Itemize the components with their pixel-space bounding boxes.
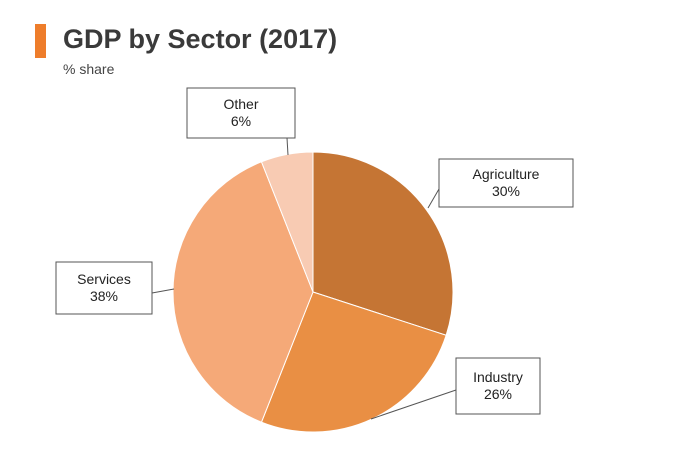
leader-line-industry — [370, 389, 457, 420]
slice-label-industry: Industry — [473, 369, 523, 385]
slice-value-other: 6% — [231, 113, 251, 129]
title-accent-bar — [35, 24, 46, 58]
callout-box-services — [55, 261, 153, 315]
callout-leaders — [151, 137, 457, 420]
pie-slice-agriculture — [312, 151, 454, 336]
callout-box-other — [186, 87, 296, 139]
slice-label-services: Services — [77, 271, 131, 287]
leader-line-services — [151, 288, 175, 294]
pie-slices — [172, 151, 454, 433]
leader-line-other — [286, 137, 289, 156]
slice-value-services: 38% — [90, 288, 118, 304]
slice-value-industry: 26% — [484, 386, 512, 402]
slice-label-agriculture: Agriculture — [473, 166, 540, 182]
chart-subtitle: % share — [63, 61, 115, 77]
pie-slice-other — [260, 151, 314, 293]
slice-label-other: Other — [223, 96, 258, 112]
slice-value-agriculture: 30% — [492, 183, 520, 199]
chart-title: GDP by Sector (2017) — [63, 24, 338, 54]
pie-slice-services — [172, 161, 314, 423]
callout-box-industry — [455, 357, 541, 415]
callout-box-agriculture — [438, 158, 574, 208]
leader-line-agriculture — [427, 188, 440, 209]
